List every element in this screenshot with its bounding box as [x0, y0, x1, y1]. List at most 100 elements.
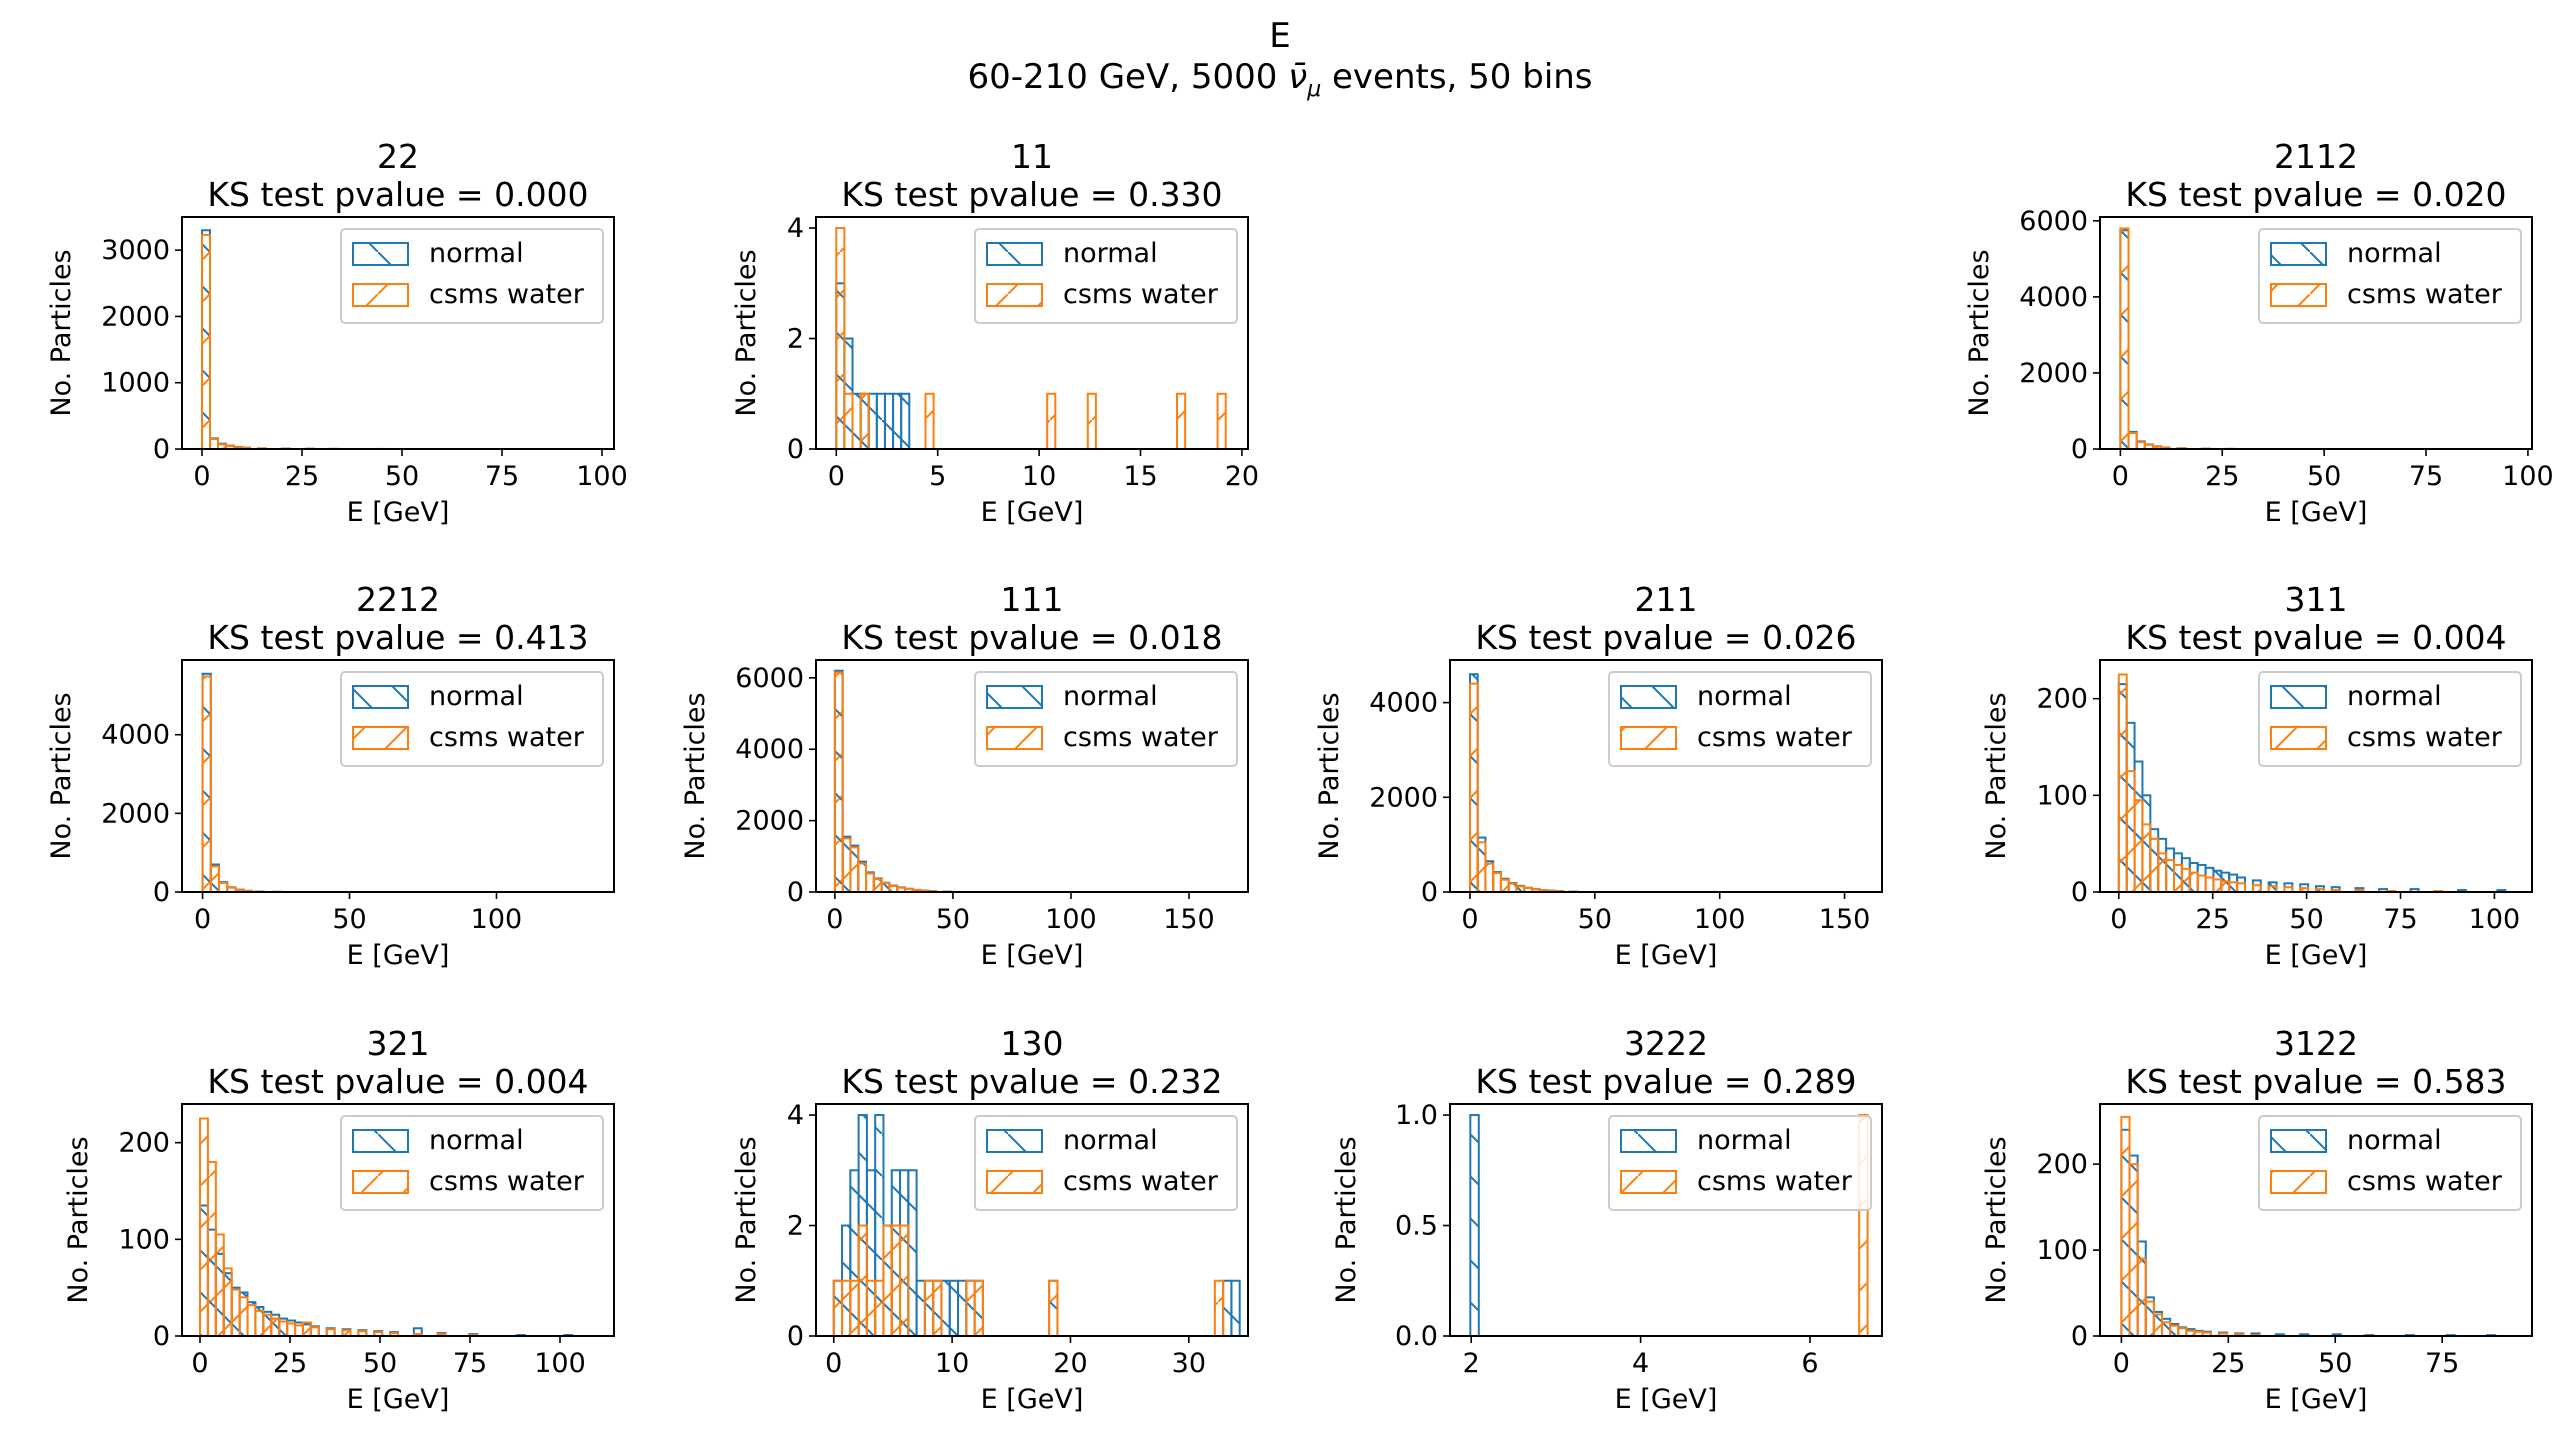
hist-bar	[2177, 1327, 2188, 1336]
csms-legend-swatch	[986, 1170, 1043, 1194]
subplot-title: 11	[1011, 137, 1053, 176]
hist-bar	[325, 1328, 336, 1336]
hist-bar	[2161, 1321, 2172, 1336]
y-tick-label: 4	[787, 213, 804, 244]
y-tick-label: 100	[2036, 780, 2088, 811]
y-tick-label: 4	[787, 1100, 804, 1131]
csms-legend-swatch	[352, 283, 409, 307]
legend-label-normal: normal	[2347, 1125, 2442, 1156]
csms-legend-swatch	[2270, 283, 2327, 307]
csms-legend-swatch	[986, 726, 1043, 750]
series-csms-water	[2119, 227, 2236, 449]
hist-bar	[254, 1309, 265, 1336]
hist-bar	[2119, 227, 2130, 449]
legend-label-normal: normal	[1063, 1125, 1158, 1156]
hist-bar	[832, 1279, 844, 1336]
hist-bar	[859, 392, 870, 449]
y-axis-label: No. Particles	[680, 692, 711, 859]
x-tick-label: 75	[2383, 904, 2417, 935]
hist-bar	[843, 392, 854, 449]
hist-bar	[2204, 876, 2215, 892]
hist-bar	[2149, 837, 2160, 892]
hist-bar	[201, 233, 211, 449]
x-tick-label: 100	[2502, 461, 2554, 492]
normal-legend-swatch	[1620, 685, 1677, 709]
y-tick-label: 0	[2071, 877, 2088, 908]
y-tick-label: 4000	[2019, 282, 2088, 313]
hist-bar	[841, 837, 852, 892]
series-csms-water	[835, 227, 1227, 449]
x-axis-label: E [GeV]	[1615, 940, 1718, 971]
hist-bar	[286, 1322, 297, 1336]
hist-bar	[2169, 1324, 2180, 1336]
y-axis-label: No. Particles	[46, 692, 77, 859]
x-tick-label: 0	[828, 461, 845, 492]
hist-bar	[857, 1224, 868, 1336]
hist-bar	[835, 227, 846, 449]
x-tick-label: 25	[2205, 461, 2239, 492]
y-axis-label: No. Particles	[1964, 249, 1995, 416]
hist-bar	[2152, 1313, 2164, 1336]
hist-bar	[932, 1279, 943, 1336]
x-tick-label: 25	[285, 461, 319, 492]
y-tick-label: 2000	[101, 301, 170, 332]
x-tick-label: 5	[929, 461, 946, 492]
hist-bar	[1469, 1114, 1480, 1336]
hist-bar	[209, 865, 221, 892]
y-tick-label: 2	[787, 324, 804, 355]
hist-bar	[883, 392, 895, 449]
hist-bar	[1216, 392, 1227, 449]
legend-label-csms-water: csms water	[429, 279, 585, 310]
ks-pvalue: KS test pvalue = 0.583	[2125, 1062, 2506, 1101]
csms-legend-swatch	[986, 283, 1043, 307]
x-tick-label: 150	[1163, 904, 1215, 935]
x-tick-label: 100	[1694, 904, 1746, 935]
hist-bar	[849, 846, 860, 892]
legend: normal csms water	[974, 1115, 1238, 1211]
y-tick-label: 0	[787, 1321, 804, 1352]
hist-bar	[2128, 1163, 2139, 1336]
hist-bar	[849, 1279, 860, 1336]
ks-pvalue: KS test pvalue = 0.289	[1475, 1062, 1856, 1101]
x-axis-label: E [GeV]	[2265, 497, 2368, 528]
y-tick-label: 4000	[735, 734, 804, 765]
hist-bar	[2251, 884, 2262, 892]
y-tick-label: 0	[787, 434, 804, 465]
x-axis-label: E [GeV]	[981, 497, 1084, 528]
series-csms-water	[833, 671, 953, 892]
x-tick-label: 20	[1053, 1348, 1087, 1379]
legend-label-normal: normal	[1697, 1125, 1792, 1156]
series-normal	[201, 672, 283, 892]
hist-bar	[2196, 874, 2207, 892]
ks-pvalue: KS test pvalue = 0.413	[207, 618, 588, 657]
hist-bar	[218, 881, 229, 892]
x-tick-label: 2	[1463, 1348, 1480, 1379]
legend-label-normal: normal	[429, 238, 524, 269]
legend-label-normal: normal	[2347, 238, 2442, 269]
hist-bar	[2144, 1300, 2155, 1336]
legend-label-csms-water: csms water	[2347, 279, 2503, 310]
hist-bar	[841, 1279, 852, 1336]
y-tick-label: 0.5	[1395, 1211, 1438, 1242]
figure-title: E	[1269, 16, 1291, 56]
normal-legend-swatch	[986, 685, 1043, 709]
x-tick-label: 50	[332, 904, 366, 935]
axes-frame	[815, 216, 1249, 450]
legend-label-normal: normal	[1063, 681, 1158, 712]
hist-bar	[270, 1317, 281, 1336]
hist-bar	[865, 1279, 877, 1336]
axes-frame	[181, 1103, 615, 1337]
hist-bar	[238, 1296, 249, 1336]
hist-bar	[907, 1169, 918, 1336]
x-tick-label: 50	[936, 904, 970, 935]
y-axis-label: No. Particles	[731, 249, 762, 416]
hist-bar	[2133, 799, 2144, 892]
legend: normal csms water	[2258, 1115, 2522, 1211]
hist-bar	[940, 1279, 951, 1336]
hist-bar	[2141, 823, 2152, 892]
y-tick-label: 1000	[101, 368, 170, 399]
normal-legend-swatch	[2270, 685, 2327, 709]
x-axis-label: E [GeV]	[347, 497, 450, 528]
hist-bar	[412, 1327, 423, 1336]
